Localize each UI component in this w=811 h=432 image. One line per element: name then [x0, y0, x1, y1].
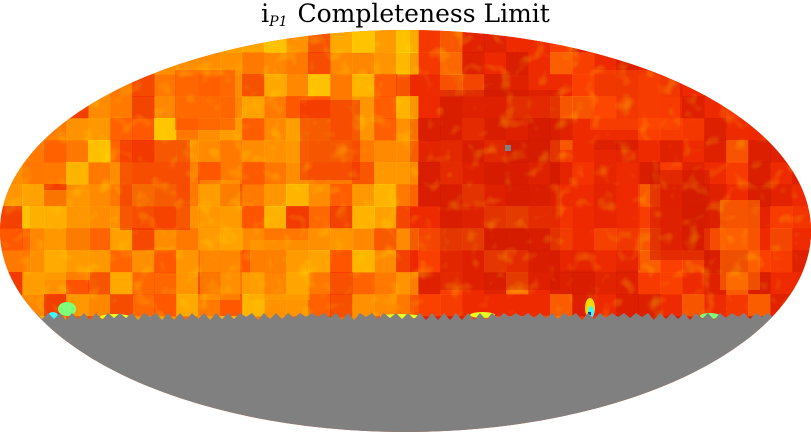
map-patch — [792, 30, 811, 53]
map-patch — [22, 74, 45, 97]
map-patch — [44, 74, 67, 97]
map-low-value-pixel — [588, 312, 591, 315]
map-patch — [770, 96, 793, 119]
map-patch — [792, 294, 811, 317]
map-patch — [792, 96, 811, 119]
map-patch — [88, 52, 111, 75]
map-patch — [792, 118, 811, 141]
map-patch — [748, 30, 771, 53]
map-edge-feature — [470, 312, 495, 318]
map-patch — [22, 52, 45, 75]
map-patch — [66, 52, 89, 75]
map-patch — [704, 30, 727, 53]
map-patch — [660, 30, 683, 53]
map-patch — [726, 30, 749, 53]
map-patch — [792, 52, 811, 75]
sky-map — [0, 30, 811, 432]
map-patch — [110, 30, 133, 53]
map-patch — [110, 52, 133, 75]
map-patch — [594, 30, 617, 53]
map-patch — [682, 52, 705, 75]
map-patch — [0, 294, 23, 317]
map-patch — [748, 74, 771, 97]
map-title: iP1 Completeness Limit — [0, 0, 811, 38]
map-patch — [770, 118, 793, 141]
map-patch — [88, 30, 111, 53]
map-patch — [704, 74, 727, 97]
map-patch — [22, 30, 45, 53]
title-main: Completeness Limit — [297, 0, 550, 28]
map-patch — [176, 30, 199, 53]
map-patch — [154, 30, 177, 53]
map-patch — [682, 30, 705, 53]
map-no-data-region — [0, 313, 811, 432]
map-ellipse — [0, 30, 811, 432]
map-patch — [770, 52, 793, 75]
map-patch — [726, 74, 749, 97]
title-subscript: P1 — [269, 14, 288, 30]
map-patch — [0, 96, 23, 119]
map-patch — [770, 316, 793, 339]
map-patch — [0, 30, 23, 53]
map-patch — [88, 74, 111, 97]
map-patch — [770, 30, 793, 53]
map-patch — [22, 96, 45, 119]
map-patch — [660, 52, 683, 75]
map-patch — [0, 52, 23, 75]
map-patch — [0, 140, 23, 163]
map-patch — [44, 52, 67, 75]
map-patch — [726, 52, 749, 75]
map-patch — [44, 96, 67, 119]
map-patch — [0, 74, 23, 97]
map-patch — [638, 30, 661, 53]
map-patch — [792, 140, 811, 163]
map-patch — [616, 30, 639, 53]
map-patch — [132, 52, 155, 75]
map-patch — [792, 316, 811, 339]
map-patch — [22, 118, 45, 141]
map-patch — [0, 316, 23, 339]
map-texture — [0, 30, 811, 320]
map-patch — [704, 52, 727, 75]
map-masked-pixel — [505, 145, 511, 151]
map-patch — [198, 30, 221, 53]
map-patch — [792, 74, 811, 97]
map-patch — [0, 118, 23, 141]
map-patch — [748, 96, 771, 119]
map-patch — [770, 74, 793, 97]
map-patch — [748, 52, 771, 75]
title-prefix: i — [261, 0, 270, 28]
map-patch — [132, 30, 155, 53]
map-patch — [66, 74, 89, 97]
map-edge-feature — [58, 302, 76, 316]
map-patch — [44, 30, 67, 53]
map-patch — [66, 30, 89, 53]
